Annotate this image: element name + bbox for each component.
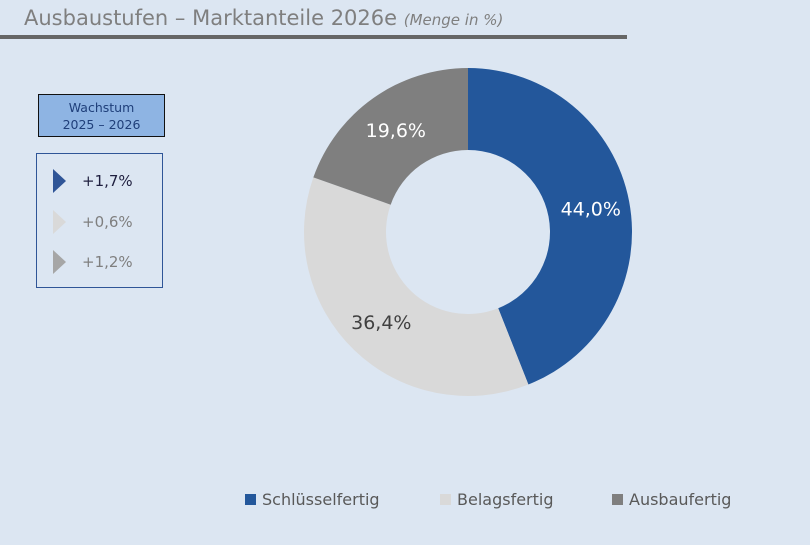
legend-label: Schlüsselfertig (262, 490, 380, 509)
triangle-icon (53, 169, 66, 193)
growth-value: +1,2% (82, 253, 133, 271)
legend-item: Belagsfertig (440, 490, 554, 509)
legend-label: Ausbaufertig (629, 490, 732, 509)
legend-swatch (612, 494, 623, 505)
growth-value: +1,7% (82, 172, 133, 190)
growth-row: +1,2% (53, 250, 133, 274)
data-label: 19,6% (366, 120, 426, 142)
chart-title: Ausbaustufen – Marktanteile 2026e (Menge… (24, 6, 503, 30)
growth-header-line1: Wachstum (68, 100, 135, 115)
title-rule (0, 35, 627, 39)
triangle-icon (53, 210, 66, 234)
growth-row: +0,6% (53, 210, 133, 234)
donut-slice (304, 177, 529, 396)
data-label: 44,0% (561, 199, 621, 221)
donut-slice (313, 67, 468, 205)
legend-label: Belagsfertig (457, 490, 554, 509)
data-label: 36,4% (351, 312, 411, 334)
growth-value: +0,6% (82, 213, 133, 231)
growth-row: +1,7% (53, 169, 133, 193)
subtitle: (Menge in %) (403, 11, 504, 29)
growth-header-line2: 2025 – 2026 (62, 117, 141, 132)
title-text: Ausbaustufen – Marktanteile 2026e (24, 6, 398, 30)
triangle-icon (53, 250, 66, 274)
donut-slice (468, 68, 632, 385)
growth-box: +1,7% +0,6% +1,2% (36, 153, 163, 288)
legend-item: Schlüsselfertig (245, 490, 380, 509)
legend-swatch (245, 494, 256, 505)
growth-header: Wachstum 2025 – 2026 (38, 94, 165, 137)
legend-item: Ausbaufertig (612, 490, 731, 509)
legend-swatch (440, 494, 451, 505)
